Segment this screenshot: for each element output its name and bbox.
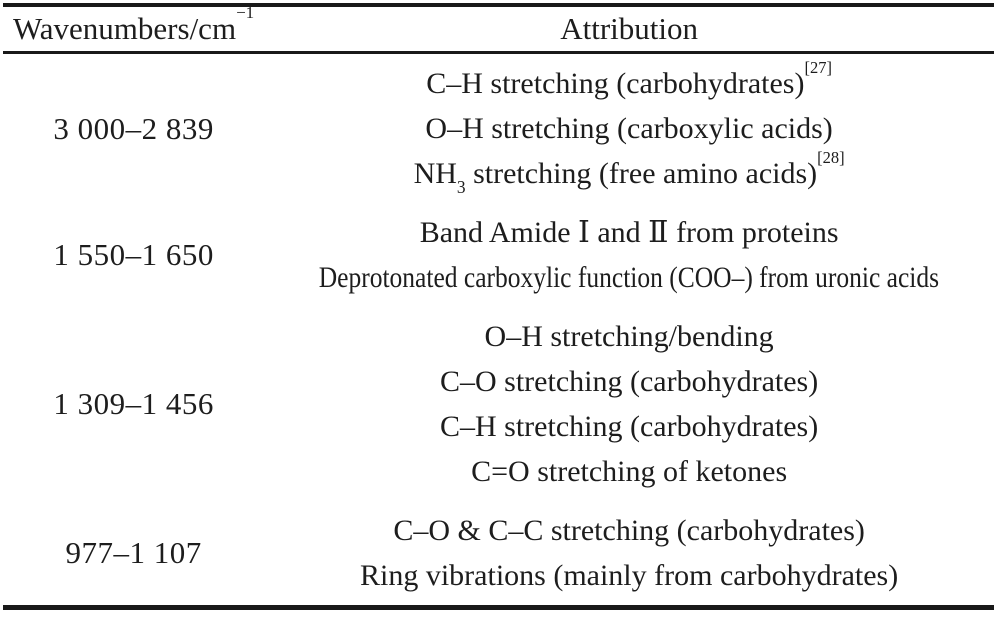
- attribution-text: C–H stretching (carbohydrates): [426, 67, 805, 100]
- attribution-text: C–O stretching (carbohydrates): [440, 365, 819, 398]
- header-attribution: Attribution: [264, 5, 994, 54]
- ftir-attribution-table: Wavenumbers/cm−1 Attribution 3 000–2 839…: [3, 3, 994, 610]
- citation-ref-28: [28]: [817, 147, 845, 167]
- chem-subscript-3: 3: [456, 177, 466, 198]
- attribution-text: C–H stretching (carbohydrates): [440, 410, 819, 443]
- header-attribution-label: Attribution: [560, 11, 698, 46]
- attribution-line: Band Amide Ⅰ and Ⅱ from proteins: [264, 210, 994, 255]
- header-wavenumbers-label: Wavenumbers/cm: [13, 11, 237, 46]
- attribution-text: stretching (free amino acids): [465, 157, 818, 190]
- wavenumber-cell: 1 550–1 650: [53, 237, 214, 272]
- attribution-cell: C–O & C–C stretching (carbohydrates) Rin…: [264, 501, 994, 608]
- header-wavenumbers: Wavenumbers/cm−1: [3, 3, 265, 54]
- table-row-977-1107: 977–1 107 C–O & C–C stretching (carbohyd…: [3, 501, 994, 608]
- attribution-text: O–H stretching/bending: [484, 320, 774, 353]
- attribution-line: O–H stretching (carboxylic acids): [264, 106, 994, 151]
- wavenumber-cell: 977–1 107: [65, 535, 202, 570]
- attribution-text: Deprotonated carboxylic function (COO–) …: [318, 261, 940, 294]
- attribution-line: NH3 stretching (free amino acids)[28]: [264, 147, 994, 198]
- attribution-cell: Band Amide Ⅰ and Ⅱ from proteins Deproto…: [264, 203, 994, 307]
- attribution-text: Ring vibrations (mainly from carbohydrat…: [360, 559, 899, 592]
- attribution-text: C–O & C–C stretching (carbohydrates): [393, 514, 865, 547]
- table-row-3000-2839: 3 000–2 839 C–H stretching (carbohydrate…: [3, 53, 994, 204]
- attribution-line: C–O stretching (carbohydrates): [264, 359, 994, 404]
- wavenumber-cell: 1 309–1 456: [53, 386, 214, 421]
- table-row-1550-1650: 1 550–1 650 Band Amide Ⅰ and Ⅱ from prot…: [3, 203, 994, 307]
- attribution-line: Deprotonated carboxylic function (COO–) …: [319, 255, 939, 300]
- table-row-1309-1456: 1 309–1 456 O–H stretching/bending C–O s…: [3, 307, 994, 501]
- attribution-line: Ring vibrations (mainly from carbohydrat…: [264, 553, 994, 598]
- header-row: Wavenumbers/cm−1 Attribution: [3, 3, 994, 54]
- attribution-text: Band Amide Ⅰ and Ⅱ from proteins: [419, 216, 839, 249]
- attribution-text: NH: [413, 157, 457, 190]
- superscript-minus-1: −1: [236, 3, 255, 23]
- attribution-line: C–H stretching (carbohydrates): [264, 404, 994, 449]
- attribution-line: C=O stretching of ketones: [264, 449, 994, 494]
- attribution-text: C=O stretching of ketones: [471, 455, 788, 488]
- attribution-text: O–H stretching (carboxylic acids): [425, 112, 833, 145]
- attribution-line: O–H stretching/bending: [264, 314, 994, 359]
- attribution-cell: O–H stretching/bending C–O stretching (c…: [264, 307, 994, 501]
- attribution-line: C–O & C–C stretching (carbohydrates): [264, 508, 994, 553]
- attribution-line: C–H stretching (carbohydrates)[27]: [264, 57, 994, 106]
- wavenumber-cell: 3 000–2 839: [53, 110, 214, 146]
- attribution-cell: C–H stretching (carbohydrates)[27] O–H s…: [264, 53, 994, 204]
- citation-ref-27: [27]: [804, 57, 832, 77]
